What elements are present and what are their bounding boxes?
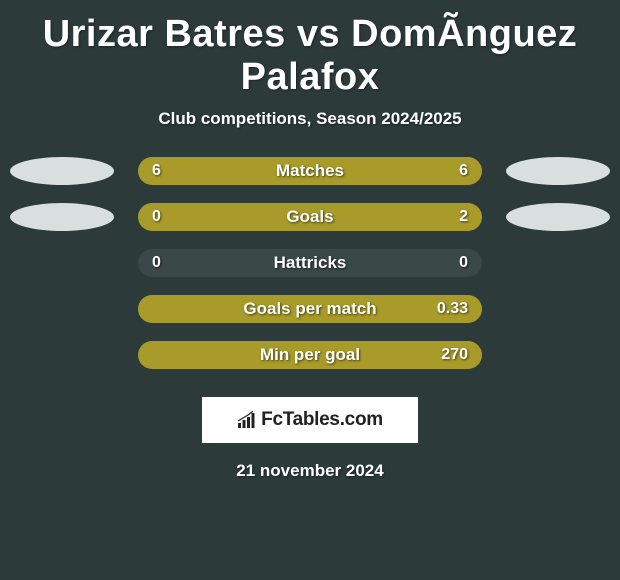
stat-label: Min per goal — [260, 345, 360, 365]
stat-label: Goals — [286, 207, 333, 227]
value-right: 6 — [459, 162, 468, 180]
stat-row: 6 6 Matches — [0, 157, 620, 185]
fill-right — [207, 203, 482, 231]
value-right: 270 — [441, 346, 468, 364]
date-text: 21 november 2024 — [0, 461, 620, 481]
fill-left — [138, 203, 207, 231]
value-left: 0 — [152, 208, 161, 226]
stat-label: Matches — [276, 161, 344, 181]
logo-text: FcTables.com — [261, 409, 383, 431]
page-title: Urizar Batres vs DomÃ­nguez Palafox — [0, 13, 620, 99]
stat-row: 0.33 Goals per match — [0, 295, 620, 323]
stats-rows: 6 6 Matches 0 2 Goals 0 0 Hattricks 0.33 Goals per… — [0, 157, 620, 369]
stat-bar: 0.33 Goals per match — [138, 295, 482, 323]
value-right: 0 — [459, 254, 468, 272]
value-right: 2 — [459, 208, 468, 226]
stat-row: 0 2 Goals — [0, 203, 620, 231]
stat-label: Hattricks — [274, 253, 347, 273]
stat-bar: 0 2 Goals — [138, 203, 482, 231]
chart-icon — [237, 411, 259, 429]
stat-row: 270 Min per goal — [0, 341, 620, 369]
comparison-card: Urizar Batres vs DomÃ­nguez Palafox Club… — [0, 0, 620, 580]
value-left: 6 — [152, 162, 161, 180]
stat-bar: 270 Min per goal — [138, 341, 482, 369]
player-left-badge — [10, 203, 114, 231]
stat-bar: 0 0 Hattricks — [138, 249, 482, 277]
value-right: 0.33 — [437, 300, 468, 318]
logo-box[interactable]: FcTables.com — [202, 397, 418, 443]
stat-row: 0 0 Hattricks — [0, 249, 620, 277]
subtitle: Club competitions, Season 2024/2025 — [0, 109, 620, 129]
value-left: 0 — [152, 254, 161, 272]
stat-label: Goals per match — [243, 299, 376, 319]
player-right-badge — [506, 157, 610, 185]
player-left-badge — [10, 157, 114, 185]
player-right-badge — [506, 203, 610, 231]
stat-bar: 6 6 Matches — [138, 157, 482, 185]
